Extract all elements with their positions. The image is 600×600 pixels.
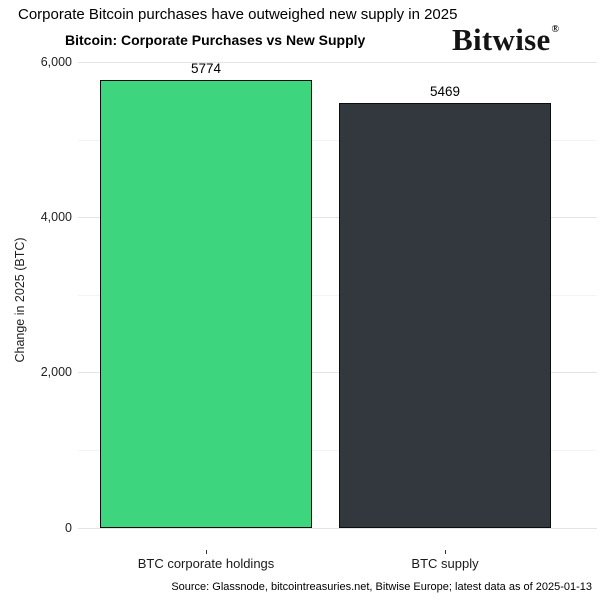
major-gridline [78,372,597,374]
bar-value-label: 5774 [190,60,222,76]
minor-gridline [78,449,597,451]
x-tick-mark [206,550,207,554]
bar-btc-corporate-holdings [100,79,312,529]
major-gridline [78,217,597,219]
y-tick-label: 6,000 [40,55,72,69]
bar-btc-supply [339,103,551,529]
bar-value-label: 5469 [429,84,461,100]
headline: Corporate Bitcoin purchases have outweig… [18,6,458,23]
major-gridline [78,527,597,529]
bitwise-logo-text: Bitwise [452,22,551,57]
x-category-label: BTC supply [411,556,479,571]
registered-trademark-icon: ® [551,24,560,35]
minor-gridline [78,139,597,141]
minor-gridline [78,294,597,296]
y-tick-label: 0 [65,520,72,535]
y-axis-title: Change in 2025 (BTC) [13,237,27,363]
bitwise-logo: Bitwise® [452,24,559,55]
chart-title: Bitcoin: Corporate Purchases vs New Supp… [65,32,366,48]
y-tick-label: 2,000 [40,365,72,380]
major-gridline [78,62,597,63]
source-note: Source: Glassnode, bitcointreasuries.net… [171,581,592,593]
x-category-label: BTC corporate holdings [137,556,275,571]
x-tick-mark [445,550,446,554]
y-tick-label: 4,000 [40,210,72,225]
